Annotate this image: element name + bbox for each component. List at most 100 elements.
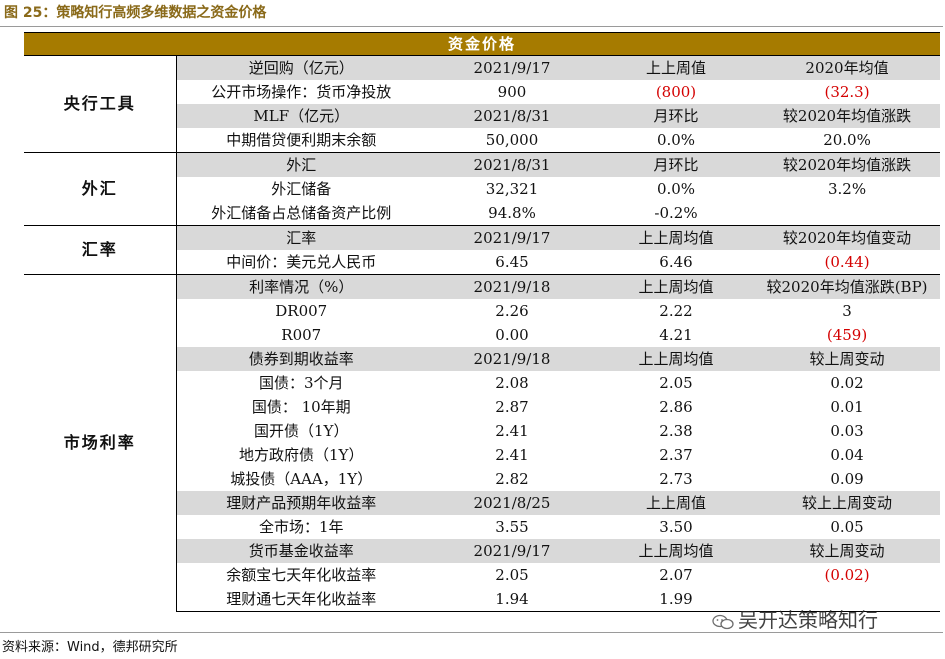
section-exchange-rate: 汇率 xyxy=(24,225,177,275)
row-value-3: 2020年均值 xyxy=(754,55,941,80)
row-label: 货币基金收益率 xyxy=(176,539,426,563)
row-label: 国债：3个月 xyxy=(258,374,344,392)
row-value-3: 较2020年均值涨跌 xyxy=(754,104,941,128)
row-value-3: 较上周变动 xyxy=(754,347,941,371)
source-note: 资料来源：Wind，德邦研究所 xyxy=(2,640,178,655)
row-value-3: 较上上周变动 xyxy=(754,491,941,515)
row-label: 城投债（AAA，1Y） xyxy=(230,470,373,488)
data-table-wrapper: 资金价格 央行工具 逆回购（亿元） 2021/9/17 上上周值 2020年均值… xyxy=(24,32,941,612)
table-row: 公开市场操作：货币净投放 900 (800) (32.3) xyxy=(24,80,940,104)
row-value-3: 3 xyxy=(842,302,852,320)
row-label: 外汇储备 xyxy=(271,180,332,198)
table-row: 国开债（1Y） 2.41 2.38 0.03 xyxy=(24,419,940,443)
table-row: 城投债（AAA，1Y） 2.82 2.73 0.09 xyxy=(24,467,940,491)
row-label: 全市场：1年 xyxy=(258,518,344,536)
table-row: 理财通七天年化收益率 1.94 1.99 xyxy=(24,587,941,612)
row-value-1: 2.82 xyxy=(495,470,529,488)
row-label: 债券到期收益率 xyxy=(176,347,426,371)
table-row: 外汇储备 32,321 0.0% 3.2% xyxy=(24,177,940,201)
row-value-3: (459) xyxy=(826,326,868,344)
row-value-1: 2021/8/31 xyxy=(426,152,598,177)
row-value-1: 2021/9/17 xyxy=(426,55,598,80)
table-header: 资金价格 xyxy=(24,32,941,56)
section-central-bank: 央行工具 xyxy=(24,55,177,153)
wechat-icon xyxy=(712,614,734,629)
row-value-3: (0.44) xyxy=(824,253,870,271)
table-header-row: 资金价格 xyxy=(24,32,941,56)
row-value-2: 4.21 xyxy=(659,326,693,344)
row-label: 汇率 xyxy=(176,225,426,250)
table-row: 理财产品预期年收益率 2021/8/25 上上周值 较上上周变动 xyxy=(24,491,941,515)
row-value-2: 上上周值 xyxy=(598,491,754,515)
row-value-3 xyxy=(754,201,940,226)
table-row: 货币基金收益率 2021/9/17 上上周均值 较上周变动 xyxy=(24,539,941,563)
row-value-1: 2.08 xyxy=(495,374,529,392)
row-value-3: 20.0% xyxy=(823,131,871,149)
row-value-3 xyxy=(754,587,941,612)
row-value-1: 2021/9/18 xyxy=(426,347,598,371)
row-value-1: 2.26 xyxy=(495,302,529,320)
table-row: 余额宝七天年化收益率 2.05 2.07 (0.02) xyxy=(24,563,940,587)
row-label: 中期借贷便利期末余额 xyxy=(226,131,377,149)
row-value-2: -0.2% xyxy=(654,204,698,222)
row-value-1: 2021/9/17 xyxy=(426,539,598,563)
row-value-2: 上上周均值 xyxy=(598,347,754,371)
row-value-1: 2.41 xyxy=(495,422,529,440)
row-value-1: 2.87 xyxy=(495,398,529,416)
row-label: 国开债（1Y） xyxy=(254,422,349,440)
row-value-2: 上上周值 xyxy=(598,55,754,80)
row-value-3: 0.03 xyxy=(830,422,864,440)
title-divider xyxy=(0,26,943,27)
row-label: 地方政府债（1Y） xyxy=(239,446,364,464)
row-value-1: 2.41 xyxy=(495,446,529,464)
row-value-1: 50,000 xyxy=(485,131,539,149)
row-value-1: 32,321 xyxy=(485,180,539,198)
table-row: 全市场：1年 3.55 3.50 0.05 xyxy=(24,515,940,539)
row-value-3: 较2020年均值涨跌(BP) xyxy=(754,274,941,299)
row-value-2: 6.46 xyxy=(659,253,693,271)
table-row: R007 0.00 4.21 (459) xyxy=(24,323,940,347)
table-row: DR007 2.26 2.22 3 xyxy=(24,299,940,323)
row-label: MLF（亿元） xyxy=(176,104,426,128)
row-value-3: 较2020年均值变动 xyxy=(754,225,941,250)
row-value-1: 2021/9/18 xyxy=(426,274,598,299)
row-value-2: 月环比 xyxy=(598,104,754,128)
row-value-2: 月环比 xyxy=(598,152,754,177)
row-value-2: 2.07 xyxy=(659,566,693,584)
figure-title: 图 25：策略知行高频多维数据之资金价格 xyxy=(4,5,267,21)
table-row: 国债： 10年期 2.87 2.86 0.01 xyxy=(24,395,940,419)
row-value-2: 3.50 xyxy=(659,518,693,536)
row-value-2: 2.22 xyxy=(659,302,693,320)
row-value-1: 2.05 xyxy=(495,566,529,584)
row-value-3: 较上周变动 xyxy=(754,539,941,563)
table-row: 国债：3个月 2.08 2.05 0.02 xyxy=(24,371,940,395)
row-value-3: (32.3) xyxy=(824,83,870,101)
row-value-2: 上上周均值 xyxy=(598,274,754,299)
row-value-1: 6.45 xyxy=(495,253,529,271)
row-label: 理财通七天年化收益率 xyxy=(176,587,426,612)
row-label: 余额宝七天年化收益率 xyxy=(226,566,377,584)
row-value-2: 0.0% xyxy=(656,131,696,149)
footer-divider xyxy=(0,632,943,633)
row-value-2: 2.38 xyxy=(659,422,693,440)
row-value-1: 3.55 xyxy=(495,518,529,536)
row-value-3: 0.01 xyxy=(830,398,864,416)
row-label: 公开市场操作：货币净投放 xyxy=(211,83,392,101)
table-row: 央行工具 逆回购（亿元） 2021/9/17 上上周值 2020年均值 xyxy=(24,55,941,153)
row-label: 外汇储备占总储备资产比例 xyxy=(211,204,392,222)
row-value-2: 2.37 xyxy=(659,446,693,464)
row-value-2: 1.99 xyxy=(598,587,754,612)
section-fx: 外汇 xyxy=(24,152,177,226)
table-row: 债券到期收益率 2021/9/18 上上周均值 较上周变动 xyxy=(24,347,941,371)
table-row: 汇率 汇率 2021/9/17 上上周均值 较2020年均值变动 xyxy=(24,225,941,275)
table-row: 中间价：美元兑人民币 6.45 6.46 (0.44) xyxy=(24,250,940,275)
row-value-2: 0.0% xyxy=(656,180,696,198)
row-value-1: 1.94 xyxy=(426,587,598,612)
row-label: R007 xyxy=(281,326,322,344)
row-label: 外汇 xyxy=(176,152,426,177)
table-row: 外汇储备占总储备资产比例 94.8% -0.2% xyxy=(24,201,940,226)
row-label: 理财产品预期年收益率 xyxy=(176,491,426,515)
row-label: 国债： 10年期 xyxy=(251,398,351,416)
section-market-rates: 市场利率 xyxy=(24,274,177,612)
row-value-1: 2021/8/31 xyxy=(426,104,598,128)
